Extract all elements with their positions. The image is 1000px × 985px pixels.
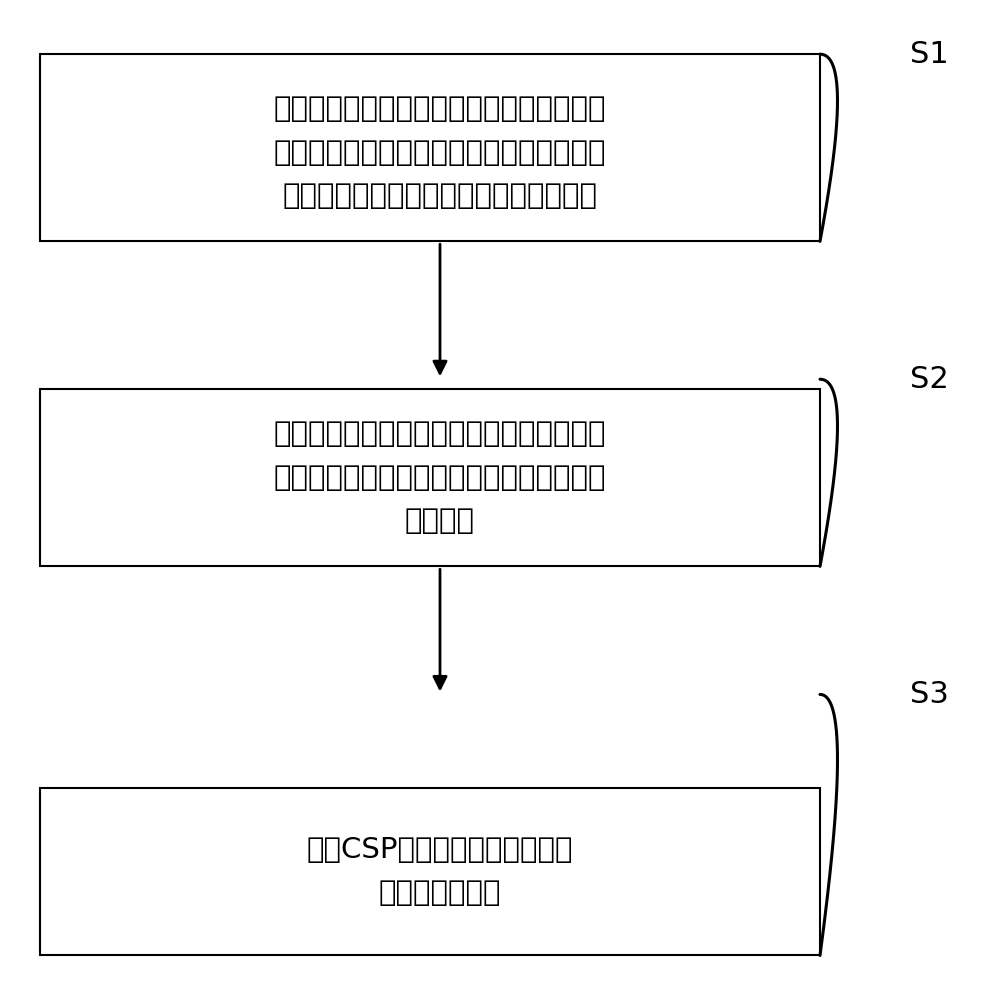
Text: 通过门控融合机制对红外图像的特征和可见
光图像的特征进行全局特征融合得到融合后
的特征图: 通过门控融合机制对红外图像的特征和可见 光图像的特征进行全局特征融合得到融合后 … — [274, 421, 606, 535]
Text: S2: S2 — [910, 364, 949, 394]
Text: S3: S3 — [910, 680, 949, 709]
Text: 将红外图像和可见光图像分别输入到密集卷
积网络的输入通道，通过密集卷积网络对所
述红外图像和可见光图像的特征进行提取: 将红外图像和可见光图像分别输入到密集卷 积网络的输入通道，通过密集卷积网络对所 … — [274, 96, 606, 210]
FancyBboxPatch shape — [40, 54, 820, 241]
FancyBboxPatch shape — [40, 389, 820, 566]
Text: 采用CSP检测器对融合后的特征
图进行目标检测: 采用CSP检测器对融合后的特征 图进行目标检测 — [307, 836, 573, 907]
FancyBboxPatch shape — [40, 788, 820, 955]
Text: S1: S1 — [910, 39, 949, 69]
